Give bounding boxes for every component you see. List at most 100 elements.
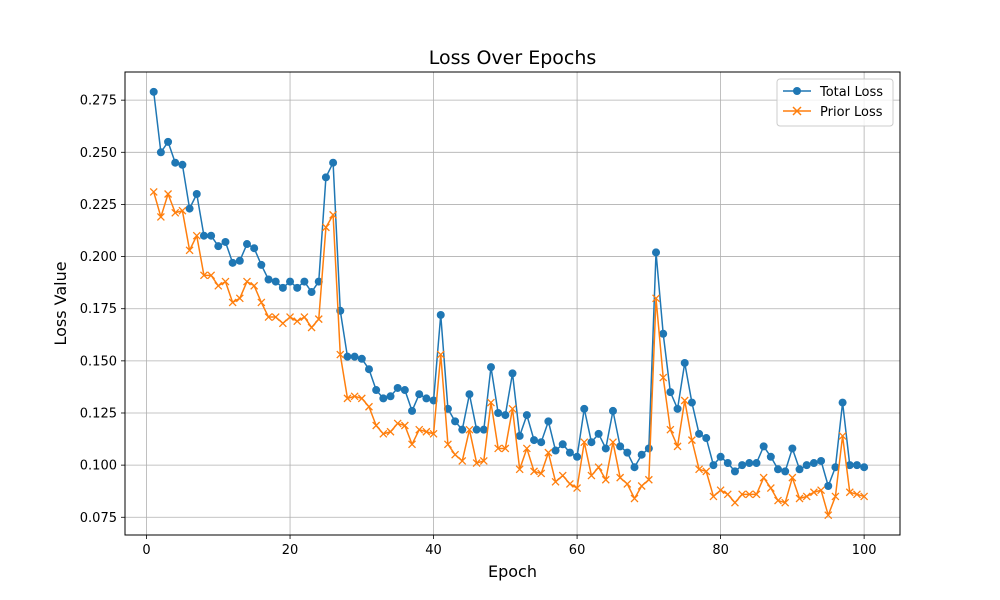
- prior-loss-point: [422, 427, 431, 436]
- x-tick-label: 80: [712, 543, 729, 558]
- total-loss-point: [321, 173, 330, 182]
- total-loss-point: [379, 394, 388, 403]
- prior-loss-point: [587, 471, 596, 480]
- prior-loss-point: [845, 488, 854, 497]
- total-loss-point: [788, 444, 797, 453]
- prior-loss-point: [766, 484, 775, 493]
- prior-loss-point: [680, 396, 689, 405]
- total-loss-point: [809, 459, 818, 468]
- prior-loss-point: [809, 488, 818, 497]
- prior-loss-point: [601, 475, 610, 484]
- total-loss-point: [824, 481, 833, 490]
- total-loss-point: [852, 461, 861, 470]
- total-loss-point: [695, 429, 704, 438]
- prior-loss-point: [400, 421, 409, 430]
- prior-loss-point: [630, 494, 639, 503]
- prior-loss-point: [386, 427, 395, 436]
- x-tick-label: 100: [852, 543, 877, 558]
- prior-loss-point: [702, 467, 711, 476]
- prior-loss-point: [149, 187, 158, 196]
- y-tick-label: 0.225: [80, 198, 117, 213]
- prior-loss-point: [730, 498, 739, 507]
- total-loss-point: [214, 242, 223, 251]
- y-tick-label: 0.200: [80, 250, 117, 265]
- total-loss-point: [264, 275, 273, 284]
- prior-loss-point: [838, 431, 847, 440]
- total-loss-point: [207, 231, 216, 240]
- x-tick-label: 60: [569, 543, 586, 558]
- total-loss-point: [372, 386, 381, 395]
- prior-loss-point: [443, 440, 452, 449]
- total-loss-point: [436, 310, 445, 319]
- total-loss-point: [192, 190, 201, 199]
- prior-loss-point: [321, 223, 330, 232]
- total-loss-point: [702, 434, 711, 443]
- axes-background: [125, 72, 900, 535]
- total-loss-point: [652, 248, 661, 257]
- total-loss-point: [393, 383, 402, 392]
- total-loss-point: [551, 446, 560, 455]
- total-loss-point: [522, 411, 531, 420]
- prior-loss-point: [695, 465, 704, 474]
- total-loss-point: [745, 459, 754, 468]
- total-loss-point: [293, 283, 302, 292]
- prior-loss-point: [436, 350, 445, 359]
- total-loss-point: [494, 408, 503, 417]
- prior-loss-point: [465, 425, 474, 434]
- total-loss-point: [530, 436, 539, 445]
- x-tick-label: 0: [142, 543, 150, 558]
- y-tick-label: 0.075: [80, 511, 117, 526]
- legend-total-loss-marker: [793, 87, 801, 95]
- prior-loss-point: [171, 208, 180, 217]
- total-loss-point: [860, 463, 869, 472]
- total-loss-point: [594, 429, 603, 438]
- prior-loss-point: [271, 313, 280, 322]
- prior-loss-point: [774, 496, 782, 505]
- total-loss-point: [623, 448, 632, 457]
- total-loss-point: [164, 137, 173, 146]
- prior-loss-point: [522, 444, 531, 453]
- prior-loss-point: [609, 438, 617, 447]
- prior-loss-point: [558, 471, 567, 480]
- prior-loss-point: [616, 473, 625, 482]
- prior-loss-point: [709, 492, 718, 501]
- prior-loss-point: [329, 210, 338, 219]
- prior-loss-point: [408, 440, 416, 449]
- prior-loss-point: [372, 421, 381, 430]
- prior-loss-point: [286, 313, 295, 322]
- prior-loss-point: [788, 473, 797, 482]
- y-tick-label: 0.125: [80, 406, 117, 421]
- y-axis-label: Loss Value: [51, 261, 70, 345]
- prior-loss-point: [415, 425, 424, 434]
- prior-loss-point: [185, 246, 194, 255]
- total-loss-point: [400, 386, 409, 395]
- prior-loss-point: [673, 442, 682, 451]
- prior-loss-point: [537, 469, 546, 478]
- total-loss-point: [199, 231, 208, 240]
- prior-loss-point: [429, 429, 438, 438]
- prior-loss-point: [852, 490, 861, 499]
- total-loss-point: [666, 388, 675, 397]
- total-loss-point: [558, 440, 567, 449]
- prior-loss-point: [637, 482, 646, 490]
- total-loss-point: [357, 354, 366, 363]
- prior-loss-point: [472, 459, 481, 468]
- total-loss-point: [242, 240, 251, 249]
- prior-loss-point: [156, 212, 165, 221]
- total-loss-point: [515, 431, 524, 440]
- total-loss-point: [601, 444, 610, 453]
- total-loss-point: [838, 398, 847, 407]
- total-loss-point: [458, 425, 467, 434]
- total-loss-point: [501, 411, 510, 420]
- prior-loss-point: [817, 486, 826, 495]
- total-loss-point: [350, 352, 359, 361]
- total-loss-series: [149, 87, 869, 490]
- total-loss-point: [802, 461, 811, 470]
- prior-loss-point: [594, 463, 603, 472]
- total-loss-point: [774, 465, 783, 474]
- total-loss-point: [673, 404, 682, 413]
- total-loss-point: [486, 363, 495, 372]
- prior-loss-point: [623, 479, 632, 488]
- total-loss-point: [537, 438, 546, 447]
- prior-loss-point: [544, 448, 553, 457]
